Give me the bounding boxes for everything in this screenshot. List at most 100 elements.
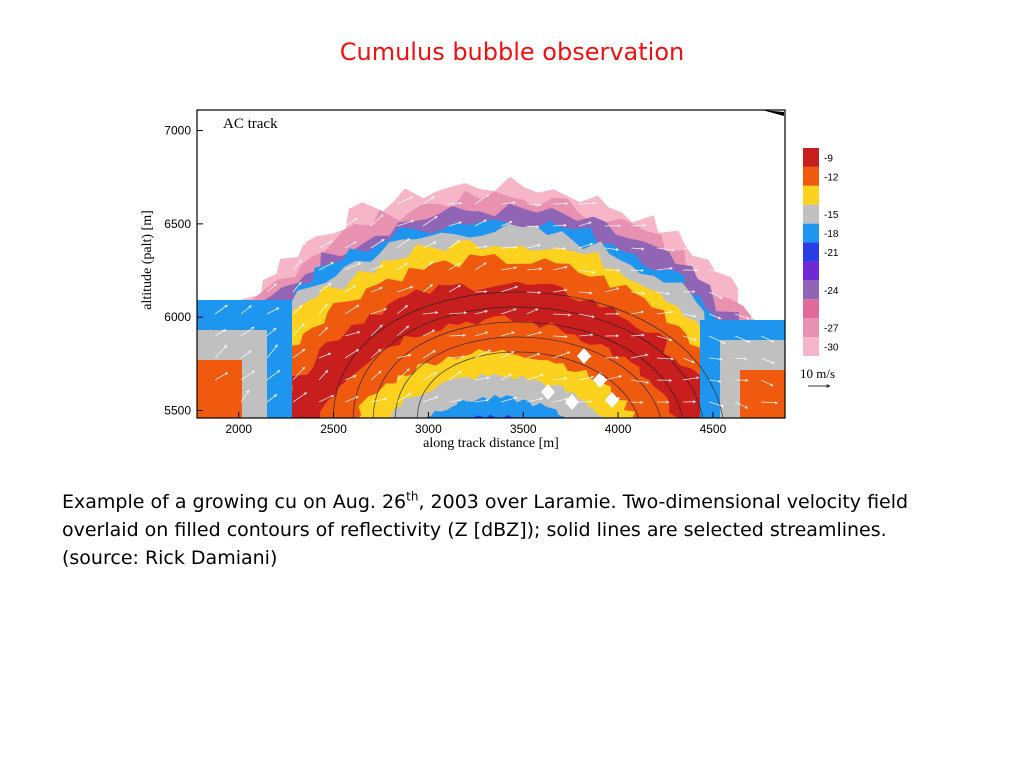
- colorbar-label: -24: [824, 286, 839, 297]
- velocity-vector: [448, 171, 464, 183]
- velocity-vector: [370, 324, 383, 337]
- velocity-vector: [708, 291, 723, 299]
- velocity-vector: [500, 373, 512, 381]
- velocity-vector: [266, 307, 280, 315]
- velocity-vector: [760, 379, 774, 387]
- velocity-vector: [370, 238, 385, 249]
- x-tick-label: 4000: [605, 422, 632, 436]
- velocity-vector: [578, 355, 593, 359]
- velocity-vector: [500, 221, 513, 227]
- reflectivity-field: [197, 110, 785, 418]
- reflectivity-contour: [740, 370, 785, 418]
- velocity-vector: [708, 157, 727, 161]
- velocity-vector: [292, 281, 302, 293]
- velocity-vector: [500, 331, 516, 337]
- velocity-vector: [760, 357, 775, 364]
- velocity-vector: [760, 247, 779, 251]
- velocity-vector: [396, 392, 412, 403]
- velocity-vector: [266, 257, 280, 271]
- colorbar-swatch: [803, 148, 819, 167]
- velocity-vector: [318, 240, 334, 249]
- velocity-vector: [474, 194, 490, 205]
- velocity-vector: [396, 304, 409, 315]
- velocity-vector: [240, 326, 255, 337]
- velocity-vector: [526, 225, 540, 229]
- velocity-vector: [266, 283, 278, 293]
- x-tick-label: 2000: [225, 422, 252, 436]
- velocity-vector: [422, 350, 436, 359]
- velocity-vector: [214, 329, 227, 337]
- velocity-vector: [292, 305, 303, 315]
- velocity-vector: [318, 352, 332, 359]
- velocity-vector: [370, 173, 386, 183]
- velocity-vector: [370, 397, 388, 403]
- velocity-vector: [526, 352, 541, 359]
- velocity-vector: [266, 344, 278, 359]
- velocity-vector: [630, 268, 645, 273]
- velocity-vector: [682, 179, 697, 183]
- velocity-vector: [604, 203, 623, 210]
- velocity-vector: [396, 262, 408, 271]
- velocity-vector: [214, 344, 228, 359]
- velocity-vector: [318, 369, 329, 381]
- velocity-vector: [760, 335, 775, 343]
- caption-text-2: , 2003 over Laramie. Two-dimensional vel…: [62, 491, 909, 569]
- velocity-vector: [734, 203, 749, 211]
- velocity-vector: [344, 150, 355, 161]
- colorbar-swatch: [803, 280, 819, 300]
- velocity-vector: [656, 266, 674, 271]
- missing-data-gap: [593, 372, 607, 388]
- velocity-vector: [266, 237, 279, 249]
- colorbar-swatch: [803, 185, 819, 205]
- velocity-vector: [318, 326, 328, 337]
- velocity-vector: [396, 196, 414, 205]
- velocity-vector: [500, 396, 518, 403]
- velocity-vector: [344, 348, 360, 359]
- velocity-vector: [656, 222, 674, 227]
- velocity-vector: [630, 333, 645, 337]
- velocity-vector: [552, 134, 567, 139]
- velocity-vector: [214, 255, 223, 271]
- velocity-vector: [370, 287, 383, 293]
- velocity-vector: [422, 329, 436, 337]
- velocity-vector: [682, 247, 699, 251]
- velocity-vector: [344, 174, 362, 183]
- velocity-vector: [448, 129, 462, 139]
- velocity-vector: [448, 398, 463, 403]
- velocity-vector: [682, 225, 697, 230]
- velocity-vector: [500, 266, 518, 271]
- velocity-vector: [708, 357, 723, 361]
- velocity-vector: [604, 355, 620, 360]
- velocity-vector: [448, 355, 466, 359]
- velocity-vector: [292, 259, 302, 271]
- velocity-vector: [422, 241, 437, 249]
- velocity-vector: [500, 173, 516, 183]
- velocity-vector: [344, 396, 359, 403]
- velocity-vector: [318, 129, 335, 139]
- velocity-vector: [240, 236, 249, 249]
- velocity-vector: [734, 247, 751, 257]
- velocity-vector: [448, 201, 463, 205]
- colorbar-label: -15: [824, 210, 839, 221]
- streamline: [394, 336, 662, 418]
- velocity-vector: [656, 181, 675, 185]
- velocity-vector: [526, 203, 542, 207]
- velocity-vector: [630, 247, 645, 251]
- velocity-vector: [552, 351, 571, 359]
- velocity-vector: [396, 154, 413, 161]
- velocity-vector: [266, 394, 278, 403]
- figure-caption: Example of a growing cu on Aug. 26th, 20…: [62, 488, 962, 572]
- velocity-vector: [656, 199, 674, 205]
- velocity-vector: [526, 243, 542, 249]
- x-axis: 2000 2500 3000 3500 4000 4500: [225, 412, 727, 436]
- missing-data-gap: [577, 348, 591, 364]
- velocity-vector: [630, 159, 644, 165]
- y-tick-label: 6000: [164, 310, 191, 324]
- velocity-vector: [630, 203, 645, 209]
- velocity-vector: [214, 218, 227, 227]
- velocity-vector: [552, 288, 568, 293]
- velocity-vector: [370, 264, 384, 271]
- velocity-vector: [396, 219, 415, 227]
- velocity-vector: [552, 176, 568, 183]
- velocity-vector: [422, 196, 435, 205]
